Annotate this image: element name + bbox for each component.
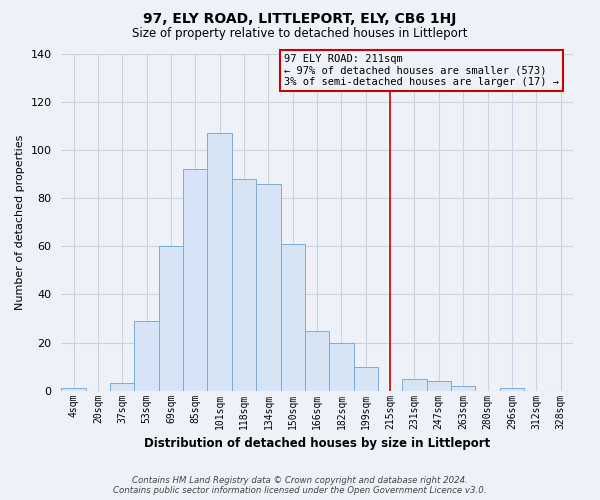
Bar <box>110 384 134 390</box>
Text: Contains HM Land Registry data © Crown copyright and database right 2024.
Contai: Contains HM Land Registry data © Crown c… <box>113 476 487 495</box>
Bar <box>329 342 353 390</box>
Bar <box>159 246 183 390</box>
Bar <box>208 134 232 390</box>
Bar <box>427 381 451 390</box>
Bar <box>353 366 378 390</box>
Bar <box>281 244 305 390</box>
Bar <box>61 388 86 390</box>
Bar <box>402 378 427 390</box>
Text: Size of property relative to detached houses in Littleport: Size of property relative to detached ho… <box>132 28 468 40</box>
Bar <box>305 330 329 390</box>
Bar <box>451 386 475 390</box>
Text: 97, ELY ROAD, LITTLEPORT, ELY, CB6 1HJ: 97, ELY ROAD, LITTLEPORT, ELY, CB6 1HJ <box>143 12 457 26</box>
Bar <box>256 184 281 390</box>
Bar <box>500 388 524 390</box>
X-axis label: Distribution of detached houses by size in Littleport: Distribution of detached houses by size … <box>144 437 490 450</box>
Bar <box>232 179 256 390</box>
Bar <box>134 321 159 390</box>
Y-axis label: Number of detached properties: Number of detached properties <box>15 134 25 310</box>
Bar <box>183 170 208 390</box>
Text: 97 ELY ROAD: 211sqm
← 97% of detached houses are smaller (573)
3% of semi-detach: 97 ELY ROAD: 211sqm ← 97% of detached ho… <box>284 54 559 87</box>
